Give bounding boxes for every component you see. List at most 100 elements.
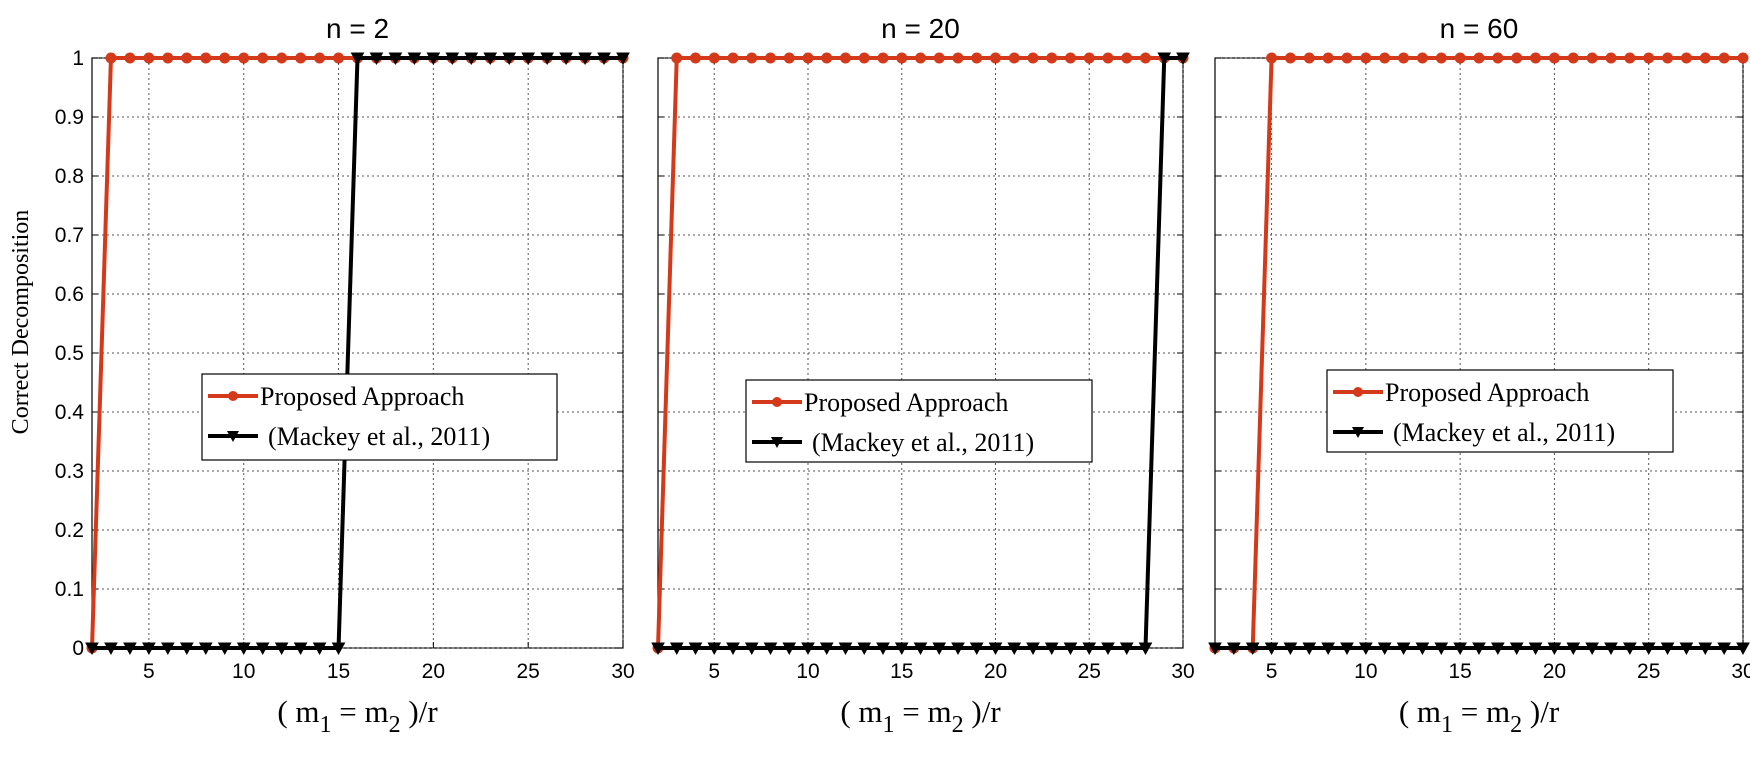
data-point xyxy=(1509,642,1524,656)
data-point xyxy=(1679,642,1694,656)
y-tick-label: 0.2 xyxy=(55,519,84,542)
data-point xyxy=(1641,642,1656,656)
data-point xyxy=(312,642,327,656)
chart-title: n = 60 xyxy=(1440,13,1519,44)
data-point xyxy=(236,642,251,656)
data-point xyxy=(161,642,175,656)
data-point xyxy=(801,642,815,656)
chart-title: n = 2 xyxy=(326,13,389,44)
data-point xyxy=(1138,642,1153,656)
data-point xyxy=(1340,642,1354,656)
legend-label: Proposed Approach xyxy=(1385,378,1589,407)
legend: Proposed Approach (Mackey et al., 2011) xyxy=(1326,369,1674,453)
legend-label: (Mackey et al., 2011) xyxy=(268,422,490,451)
data-point xyxy=(1643,52,1655,64)
y-tick-label: 0.3 xyxy=(55,460,84,483)
data-point xyxy=(1453,642,1467,656)
legend-marker xyxy=(772,397,782,407)
data-point xyxy=(1547,642,1562,656)
axes-frame xyxy=(657,57,1184,649)
data-point xyxy=(369,52,384,66)
data-point xyxy=(257,52,269,64)
data-point xyxy=(1046,52,1058,64)
data-point xyxy=(858,52,870,64)
data-point xyxy=(1472,642,1486,656)
data-point xyxy=(1434,642,1449,656)
data-point xyxy=(1227,642,1241,656)
data-point xyxy=(857,642,872,656)
data-point xyxy=(1415,642,1430,656)
data-point xyxy=(1266,52,1278,64)
data-point xyxy=(1586,52,1598,64)
data-point xyxy=(1359,642,1373,656)
data-point xyxy=(1454,52,1466,64)
data-point xyxy=(1396,642,1411,656)
data-point xyxy=(727,52,739,64)
data-point xyxy=(877,52,889,64)
data-point xyxy=(1027,52,1039,64)
data-point xyxy=(578,52,592,66)
data-point xyxy=(1737,52,1749,64)
data-point xyxy=(1302,642,1317,656)
data-point xyxy=(219,52,231,64)
data-point xyxy=(1604,642,1618,656)
data-point xyxy=(990,52,1001,64)
data-point xyxy=(407,52,422,66)
data-point xyxy=(104,642,118,656)
data-point xyxy=(1208,642,1222,656)
legend-box xyxy=(201,373,558,461)
data-point xyxy=(726,642,740,656)
y-tick-label: 0.8 xyxy=(55,165,84,188)
data-point xyxy=(671,52,683,64)
data-point xyxy=(1044,642,1059,656)
data-point xyxy=(1083,52,1095,64)
data-point xyxy=(915,52,926,64)
data-point xyxy=(707,642,722,656)
data-point xyxy=(933,52,945,64)
data-point xyxy=(896,52,908,64)
data-point xyxy=(840,52,851,64)
data-point xyxy=(1511,52,1523,64)
legend-marker xyxy=(771,437,783,448)
data-point xyxy=(331,642,346,656)
legend-label: (Mackey et al., 2011) xyxy=(812,428,1034,457)
data-point xyxy=(1245,642,1260,656)
data-point xyxy=(894,642,909,656)
x-tick-label: 20 xyxy=(1543,660,1566,683)
data-point xyxy=(597,52,611,66)
data-point xyxy=(1492,52,1504,64)
legend-box xyxy=(745,379,1093,463)
data-point xyxy=(1121,52,1133,64)
legend-marker xyxy=(1353,387,1363,397)
x-tick-label: 10 xyxy=(232,660,255,683)
data-point xyxy=(669,642,684,656)
y-tick-label: 0.9 xyxy=(55,106,84,129)
data-point xyxy=(142,642,156,656)
y-tick-label: 1 xyxy=(72,47,84,70)
data-point xyxy=(1680,52,1692,64)
data-point xyxy=(913,642,928,656)
data-point xyxy=(105,52,117,64)
legend: Proposed Approach (Mackey et al., 2011) xyxy=(745,379,1093,463)
data-point xyxy=(1008,52,1020,64)
x-tick-label: 30 xyxy=(1731,660,1750,683)
x-tick-label: 5 xyxy=(1266,660,1278,683)
data-point xyxy=(1082,642,1097,656)
data-point xyxy=(1119,642,1134,656)
data-point xyxy=(744,642,759,656)
data-point xyxy=(1065,52,1076,64)
y-tick-label: 0.6 xyxy=(55,283,84,306)
chart-panel-3: 5 10 15 20 25 30 n = 60 ( m1 = m2 )/r Proposed A… xyxy=(1208,13,1750,738)
data-point xyxy=(1662,52,1674,64)
data-point xyxy=(1698,642,1713,656)
data-point xyxy=(559,52,573,66)
x-tick-label: 15 xyxy=(890,660,913,683)
data-point xyxy=(802,52,814,64)
y-tick-label: 0 xyxy=(72,637,84,660)
x-tick-label: 25 xyxy=(516,660,539,683)
y-tick-label: 0.1 xyxy=(55,578,84,601)
chart-title: n = 20 xyxy=(881,13,960,44)
data-point xyxy=(540,52,554,66)
legend-marker xyxy=(227,431,239,442)
